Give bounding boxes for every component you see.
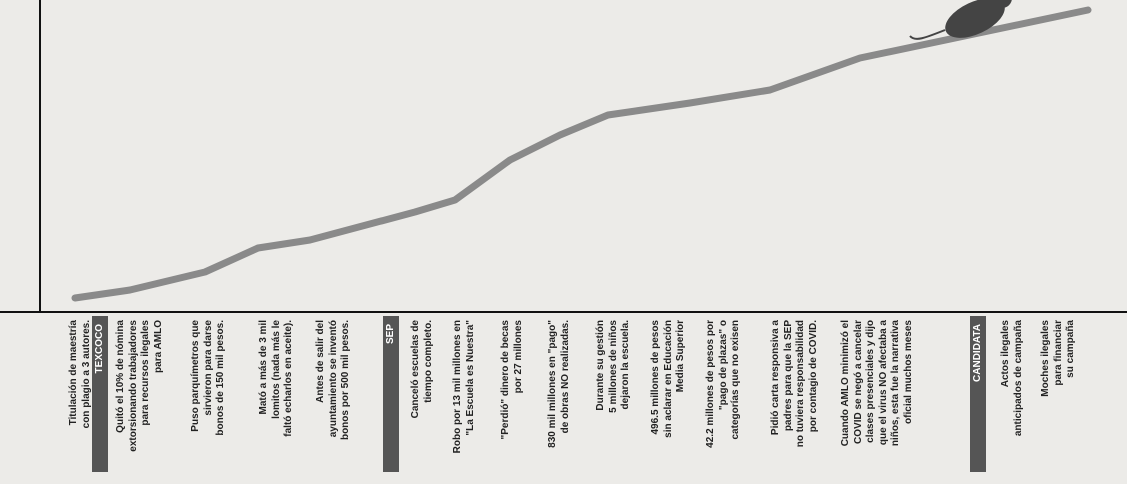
- label-line: sirvieron para darse: [202, 320, 214, 416]
- label-line: Titulación de maestría: [68, 320, 79, 426]
- rat-icon: [909, 0, 1012, 40]
- label-line: de obras NO realizadas.: [559, 320, 571, 434]
- event-label: Canceló escuelas de tiempo completo.: [410, 320, 435, 470]
- label-line: COVID se negó a cancelar: [852, 320, 864, 444]
- label-line: anticipados de campaña: [1012, 320, 1024, 437]
- label-line: tiempo completo.: [422, 320, 434, 403]
- label-line: lomitos (nada más le: [270, 320, 282, 419]
- label-line: Mató a más de 3 mil: [258, 320, 269, 415]
- label-line: Actos ilegales: [1000, 320, 1011, 388]
- event-label: "Perdió" dinero de becas por 27 millones: [500, 320, 525, 470]
- label-line: 830 mil millones en "pago": [547, 320, 558, 448]
- label-line: niños, esta fue la narrativa: [890, 320, 901, 447]
- label-line: Cuando AMLO minimizó el: [840, 320, 851, 447]
- event-label: Cuando AMLO minimizó el COVID se negó a c…: [840, 320, 915, 470]
- event-label: Moches ilegales para financiar su campaña: [1040, 320, 1078, 470]
- label-line: para recursos ilegales: [140, 320, 151, 426]
- label-line: Robo por 13 mil millones en: [452, 320, 463, 454]
- event-label: Puso parquímetros que sirvieron para dars…: [190, 320, 228, 470]
- event-label: Quitó el 10% de nómina extorsionando trab…: [115, 320, 165, 470]
- label-line: Media Superior: [675, 320, 686, 393]
- label-line: "Perdió" dinero de becas: [500, 320, 511, 440]
- section-tag: CANDIDATA: [970, 316, 986, 472]
- label-line: Antes de salir del: [315, 320, 326, 403]
- label-line: faltó echarlos en aceite).: [283, 320, 294, 437]
- event-label: Mató a más de 3 mil lomitos (nada más le f…: [258, 320, 296, 470]
- section-tag: SEP: [383, 316, 399, 472]
- label-line: dejaron la escuela.: [620, 320, 631, 410]
- event-label: 42.2 millones de pesos por "pago de plaza…: [705, 320, 743, 470]
- label-line: por 27 millones: [512, 320, 524, 394]
- label-line: que el virus NO afectaba a: [877, 320, 889, 446]
- label-line: Puso parquímetros que: [190, 320, 201, 432]
- tag-text: TEXCOCO: [94, 324, 105, 374]
- label-line: oficial muchos meses: [902, 320, 914, 424]
- rising-line: [71, 6, 1092, 302]
- event-label: 496.5 millones de pesos sin aclarar en Ed…: [650, 320, 688, 470]
- label-line: Pidió carta responsiva a: [770, 320, 781, 436]
- label-line: no tuviera responsabilidad: [795, 320, 806, 448]
- section-tag: TEXCOCO: [92, 316, 108, 472]
- label-line: clases presenciales y dijo: [865, 320, 876, 443]
- label-line: Moches ilegales: [1040, 320, 1051, 397]
- label-line: extorsionando trabajadores: [127, 320, 139, 452]
- label-line: sin aclarar en Educación: [662, 320, 674, 438]
- label-line: para AMLO: [152, 320, 164, 373]
- label-line: "pago de plazas" o: [717, 320, 729, 411]
- label-line: 5 millones de niños: [607, 320, 619, 413]
- label-line: ayuntamiento se inventó: [327, 320, 339, 438]
- label-line: 42.2 millones de pesos por: [705, 320, 716, 448]
- event-label: Titulación de maestría con plagio a 3 aut…: [68, 320, 93, 470]
- label-line: 496.5 millones de pesos: [650, 320, 661, 435]
- tag-text: SEP: [385, 324, 396, 345]
- label-line: Quitó el 10% de nómina: [115, 320, 126, 433]
- label-line: bonos por 500 mil pesos.: [340, 320, 351, 441]
- label-line: bonos de 150 mil pesos.: [215, 320, 226, 436]
- tag-text: CANDIDATA: [972, 324, 983, 382]
- label-line: para financiar: [1052, 320, 1064, 386]
- label-line: Durante su gestión: [595, 320, 606, 411]
- event-label: Pidió carta responsiva a padres para que …: [770, 320, 820, 470]
- label-line: por contagio de COVID.: [807, 320, 819, 433]
- label-line: padres para que la SEP: [782, 320, 794, 432]
- event-label: Antes de salir del ayuntamiento se invent…: [315, 320, 353, 470]
- event-label: Robo por 13 mil millones en "La Escuela e…: [452, 320, 477, 470]
- label-line: "La Escuela es Nuestra": [464, 320, 476, 436]
- event-label: Durante su gestión 5 millones de niños dej…: [595, 320, 633, 470]
- label-line: su campaña: [1065, 320, 1076, 378]
- label-line: Canceló escuelas de: [410, 320, 421, 419]
- event-label: 830 mil millones en "pago" de obras NO re…: [547, 320, 572, 470]
- event-label: Actos ilegales anticipados de campaña: [1000, 320, 1025, 470]
- label-line: categorías que no exisen: [730, 320, 741, 440]
